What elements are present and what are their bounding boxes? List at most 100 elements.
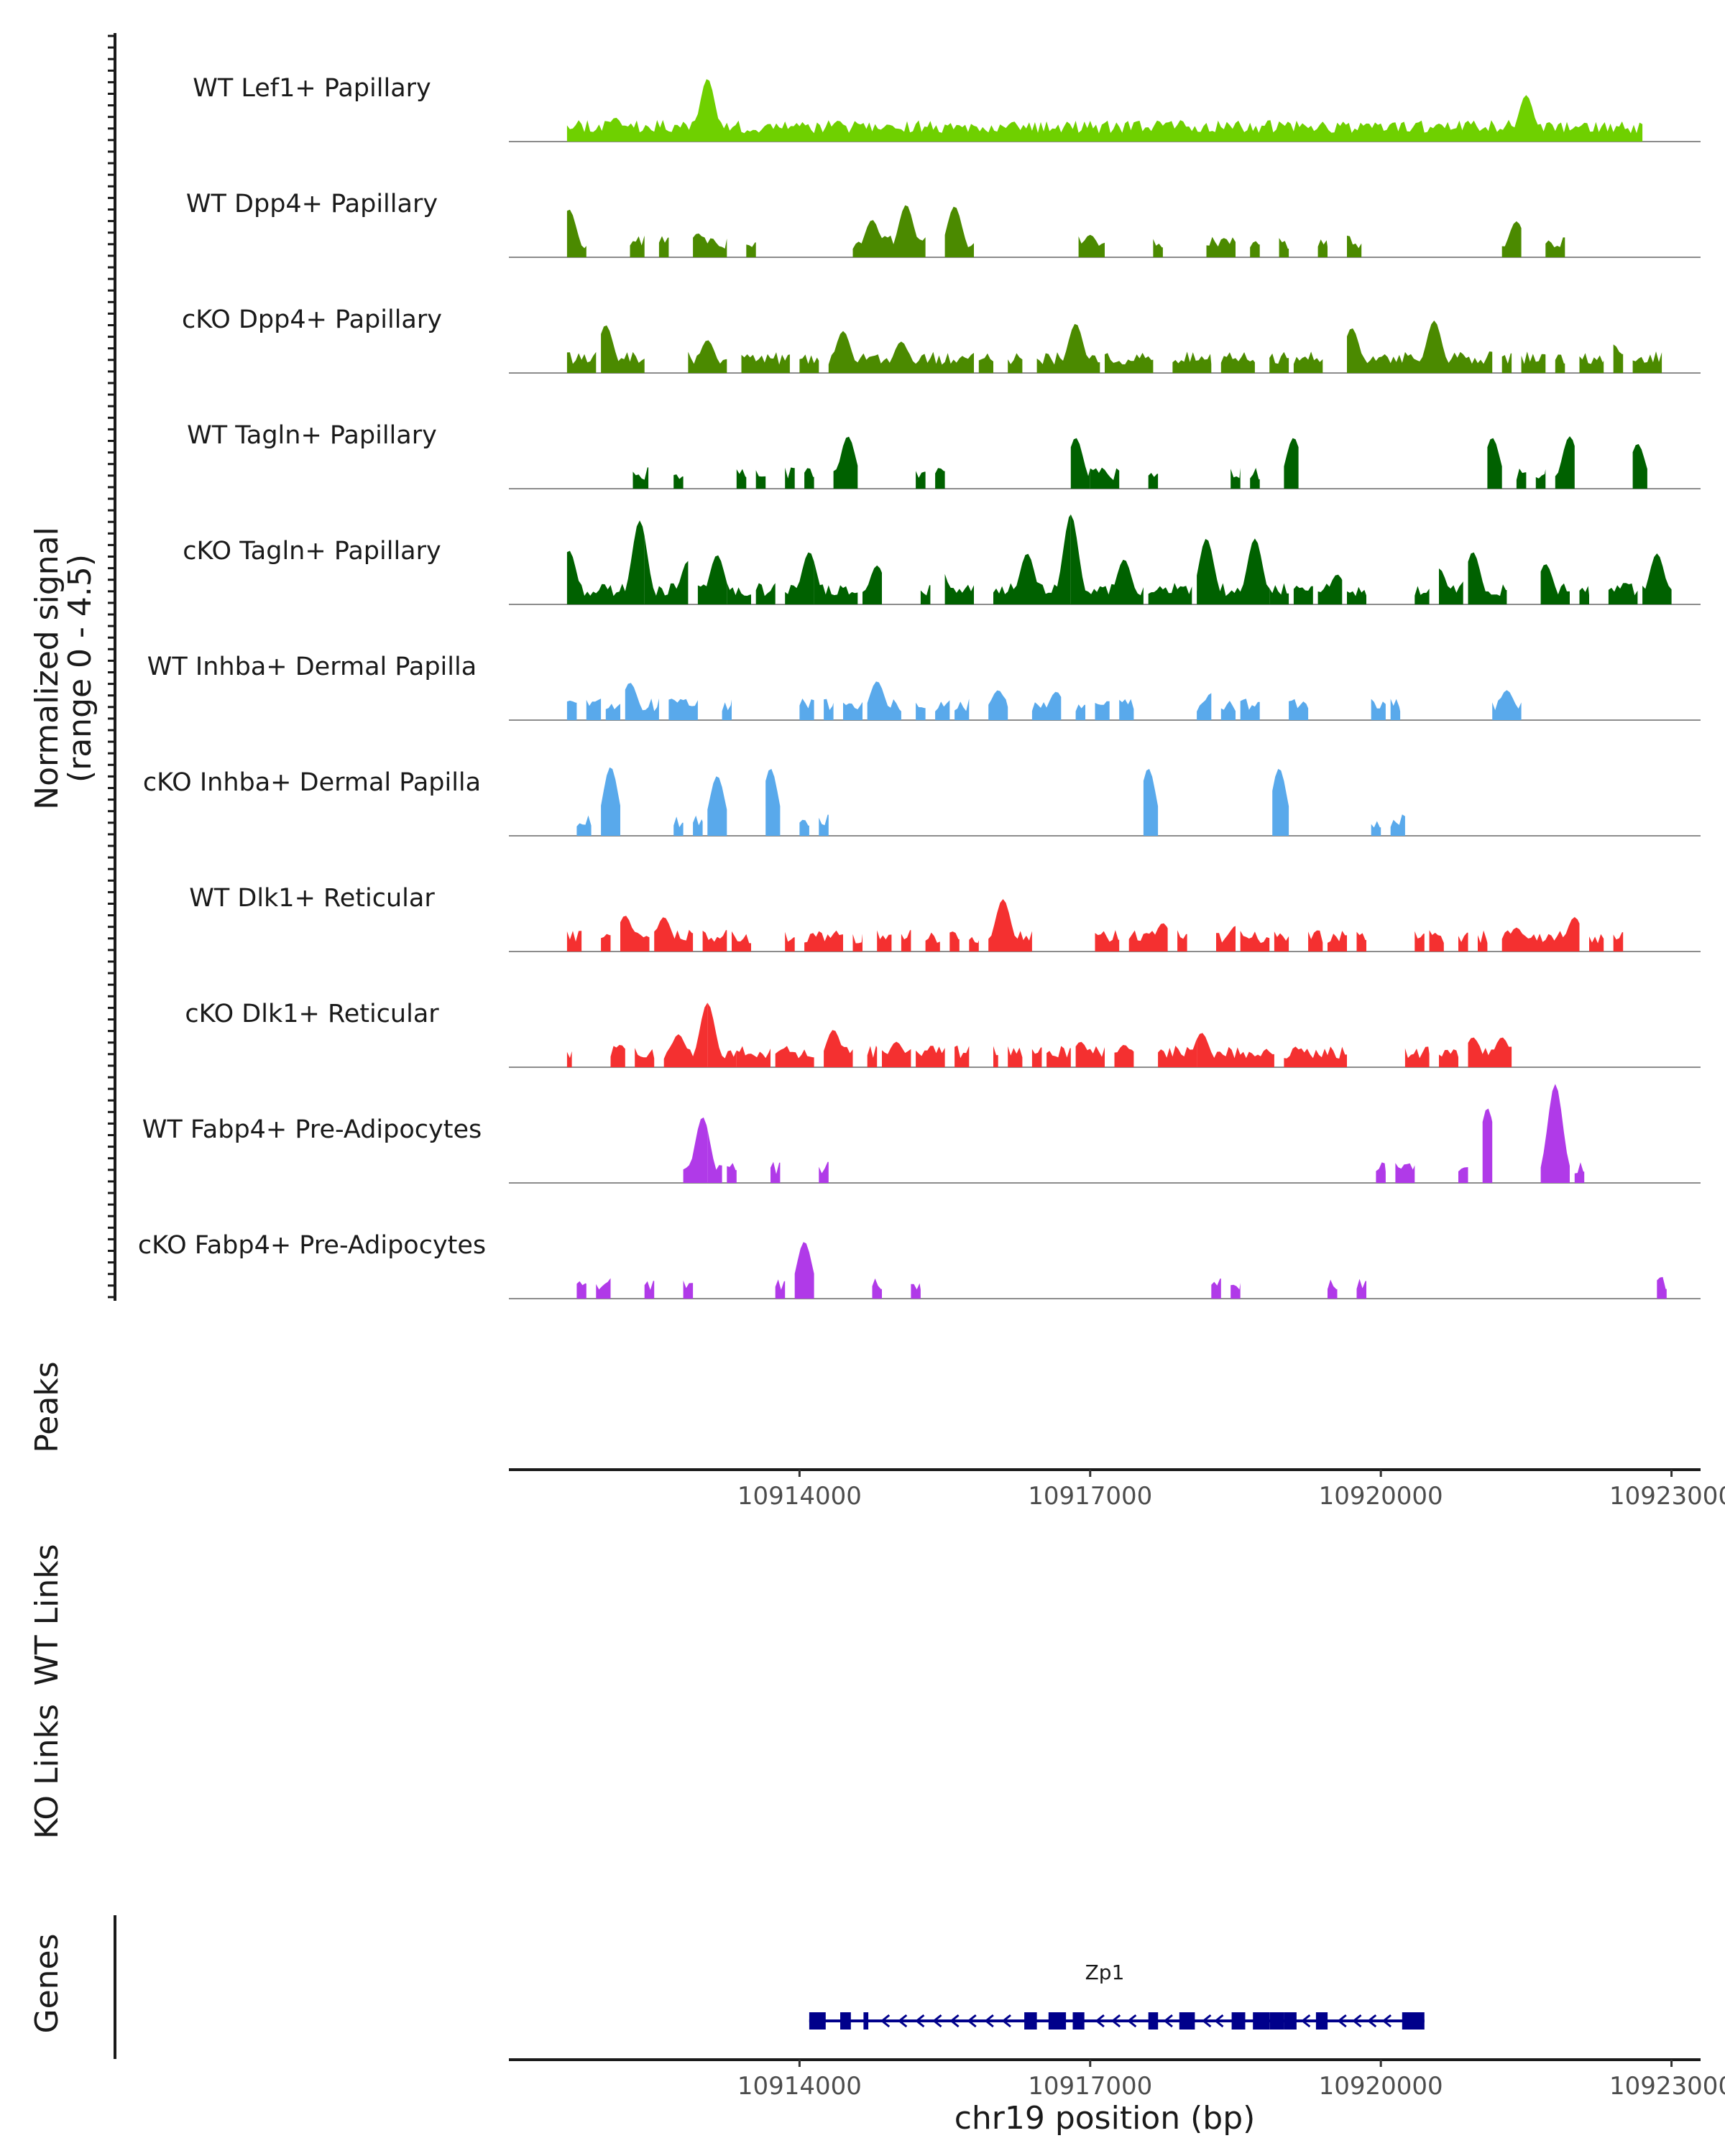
track-label: cKO Dpp4+ Papillary	[182, 305, 442, 334]
coverage-area	[1036, 323, 1100, 373]
coverage-area	[1356, 931, 1366, 952]
top-x-ticks: 10914000 10917000 10920000 10923000	[737, 1470, 1725, 1511]
track-10: WT Fabp4+ Pre-Adipocytes	[142, 1084, 1701, 1184]
track-2: WT Dpp4+ Papillary	[186, 190, 1701, 258]
coverage-area	[799, 819, 809, 836]
gene-exon	[863, 2012, 869, 2030]
coverage-area	[630, 235, 645, 257]
signal-axis-label: Normalized signal	[29, 527, 65, 810]
coverage-area	[770, 1161, 781, 1183]
coverage-area	[586, 699, 602, 720]
track-7: cKO Inhba+ Dermal Papilla	[143, 767, 1701, 837]
coverage-area	[693, 233, 727, 257]
strand-arrow	[1202, 2014, 1212, 2028]
coverage-area	[872, 1278, 882, 1299]
strand-arrow	[1366, 2014, 1377, 2028]
coverage-area	[1197, 538, 1270, 604]
coverage-area	[944, 573, 974, 604]
coverage-area	[1284, 438, 1299, 489]
coverage-area	[843, 436, 858, 489]
coverage-area	[1492, 690, 1522, 720]
coverage-area	[978, 353, 993, 373]
coverage-area	[1516, 469, 1527, 489]
coverage-area	[775, 1046, 814, 1067]
coverage-area	[1269, 583, 1289, 604]
coverage-area	[1105, 468, 1120, 489]
coverage-area	[1230, 1283, 1241, 1299]
coverage-area	[916, 702, 926, 720]
coverage-area	[949, 931, 960, 952]
strand-arrow	[880, 2014, 891, 2028]
strand-arrow	[897, 2014, 908, 2028]
coverage-area	[601, 325, 645, 373]
coverage-area	[916, 1046, 945, 1067]
coverage-area	[925, 932, 940, 952]
gene-exon	[1253, 2012, 1270, 2030]
coverage-area	[804, 930, 843, 952]
coverage-area	[1197, 693, 1212, 720]
track-label: WT Dpp4+ Papillary	[186, 190, 438, 218]
gene-exon	[1402, 2012, 1425, 2030]
coverage-area	[668, 699, 698, 720]
coverage-area	[755, 583, 776, 604]
coverage-area	[1148, 583, 1192, 604]
coverage-area	[707, 1003, 737, 1067]
coverage-area	[843, 701, 862, 720]
coverage-area	[1008, 1046, 1023, 1067]
coverage-area	[658, 236, 669, 257]
coverage-area	[566, 351, 597, 373]
coverage-area	[1031, 1047, 1042, 1067]
strand-arrow	[1381, 2014, 1392, 2028]
gene-label-zp1: Zp1	[1085, 1961, 1125, 1984]
coverage-area	[1458, 1167, 1468, 1183]
coverage-area	[1468, 1037, 1512, 1067]
coverage-area	[916, 471, 926, 489]
gene-exon	[1231, 2012, 1246, 2030]
coverage-area	[969, 936, 979, 952]
coverage-area	[1347, 235, 1362, 257]
coverage-area	[882, 1041, 911, 1067]
coverage-area	[1158, 1039, 1197, 1067]
coverage-area	[683, 1117, 708, 1183]
coverage-area	[828, 331, 974, 373]
coverage-area	[683, 1280, 694, 1299]
coverage-area	[819, 814, 829, 836]
coverage-area	[702, 930, 727, 952]
coverage-area	[1657, 1276, 1667, 1299]
coverage-area	[1579, 586, 1589, 604]
coverage-area	[1439, 568, 1463, 604]
coverage-area	[1501, 353, 1512, 373]
strand-arrow	[1300, 2014, 1311, 2028]
coverage-area	[867, 681, 901, 720]
coverage-area	[736, 469, 747, 489]
coverage-area	[1347, 321, 1493, 373]
coverage-area	[1317, 239, 1328, 257]
gene-exon	[1048, 2012, 1067, 2030]
coverage-area	[1439, 1049, 1458, 1067]
wt-links-panel-label: WT Links	[29, 1544, 65, 1685]
coverage-area	[1279, 238, 1289, 257]
coverage-area	[1216, 926, 1236, 952]
coverage-area	[736, 1046, 770, 1067]
coverage-area	[610, 520, 645, 604]
strand-arrow	[1127, 2014, 1137, 2028]
coverage-area	[1284, 1046, 1347, 1067]
coverage-area	[644, 1281, 655, 1299]
gene-exon	[1269, 2012, 1284, 2030]
coverage-area	[1642, 553, 1672, 604]
coverage-area	[688, 340, 727, 373]
coverage-area	[954, 1045, 970, 1067]
track-9: cKO Dlk1+ Reticular	[185, 1000, 1701, 1068]
signal-axis: Normalized signal (range 0 - 4.5)	[29, 33, 116, 1301]
coverage-area	[993, 1046, 998, 1067]
coverage-area	[566, 79, 1643, 142]
coverage-area	[1240, 699, 1260, 720]
coverage-area	[1555, 354, 1565, 373]
coverage-area	[1070, 438, 1090, 489]
coverage-area	[867, 1045, 878, 1067]
track-label: WT Tagln+ Papillary	[187, 421, 437, 450]
coverage-area	[601, 767, 620, 836]
track-1: WT Lef1+ Papillary	[193, 74, 1701, 142]
coverage-area	[1293, 351, 1323, 373]
coverage-area	[732, 931, 751, 952]
